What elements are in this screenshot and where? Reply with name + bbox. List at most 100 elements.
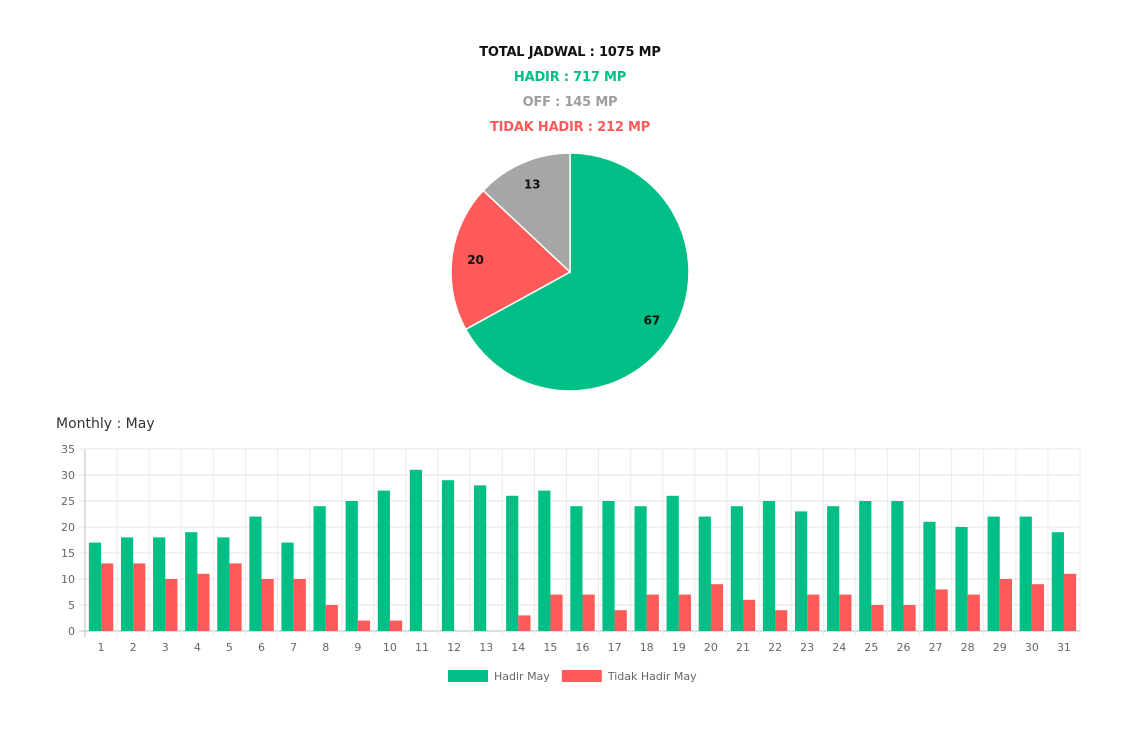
bar-hadir[interactable] (762, 501, 776, 631)
bar-hadir[interactable] (377, 490, 390, 631)
bar-hadir[interactable] (923, 521, 936, 631)
bar-hadir[interactable] (120, 537, 134, 631)
bar-tidak-hadir[interactable] (710, 584, 724, 631)
bar-hadir[interactable] (1019, 516, 1032, 631)
bar-hadir[interactable] (602, 501, 615, 631)
bar-tidak-hadir[interactable] (614, 610, 627, 631)
x-tick-label: 21 (736, 641, 750, 654)
bar-tidak-hadir[interactable] (999, 579, 1012, 631)
bar-tidak-hadir[interactable] (165, 579, 178, 631)
bar-tidak-hadir[interactable] (357, 620, 371, 631)
legend-label-hadir[interactable]: Hadir May (494, 670, 550, 683)
bar-tidak-hadir[interactable] (807, 594, 820, 631)
bar-hadir[interactable] (827, 506, 840, 631)
bar-hadir[interactable] (570, 506, 583, 631)
bar-tidak-hadir[interactable] (229, 563, 242, 631)
x-tick-label: 14 (511, 641, 525, 654)
bar-hadir[interactable] (313, 506, 326, 631)
tidak-hadir-label: TIDAK HADIR : 212 MP (489, 120, 651, 135)
pie-slice-label: 13 (524, 178, 541, 192)
bar-tidak-hadir[interactable] (775, 610, 788, 631)
bar-hadir[interactable] (441, 480, 455, 631)
bar-hadir[interactable] (281, 542, 294, 631)
bar-hadir[interactable] (859, 501, 872, 631)
bar-hadir[interactable] (1051, 532, 1064, 631)
bar-tidak-hadir[interactable] (582, 594, 595, 631)
bar-hadir[interactable] (538, 490, 551, 631)
bar-tidak-hadir[interactable] (550, 594, 563, 631)
y-tick-label: 5 (68, 599, 75, 612)
x-tick-label: 31 (1057, 641, 1071, 654)
bar-tidak-hadir[interactable] (101, 563, 114, 631)
y-tick-label: 10 (61, 573, 75, 586)
x-tick-label: 26 (896, 641, 910, 654)
x-tick-label: 12 (447, 641, 461, 654)
bar-hadir[interactable] (249, 516, 262, 631)
x-tick-label: 11 (415, 641, 429, 654)
bar-tidak-hadir[interactable] (839, 594, 852, 631)
pie-slice-hadir[interactable] (464, 152, 690, 392)
bar-hadir[interactable] (666, 495, 679, 631)
x-tick-label: 18 (640, 641, 654, 654)
x-tick-label: 7 (290, 641, 297, 654)
bar-hadir[interactable] (506, 495, 519, 631)
bar-tidak-hadir[interactable] (518, 615, 531, 631)
x-tick-label: 6 (258, 641, 265, 654)
monthly-chart-title: Monthly : May (56, 416, 155, 432)
legend-swatch-tidak-hadir[interactable] (561, 670, 602, 682)
bar-tidak-hadir[interactable] (1031, 584, 1045, 631)
bar-tidak-hadir[interactable] (293, 579, 306, 631)
bar-tidak-hadir[interactable] (197, 573, 210, 631)
bar-hadir[interactable] (474, 485, 487, 631)
x-tick-label: 28 (961, 641, 975, 654)
pie-slice-tidak-hadir[interactable] (450, 189, 572, 331)
pie-slice-label: 67 (644, 313, 661, 327)
bar-hadir[interactable] (409, 469, 423, 631)
bar-tidak-hadir[interactable] (935, 589, 948, 631)
bar-tidak-hadir[interactable] (742, 599, 756, 631)
x-tick-label: 1 (98, 641, 105, 654)
pie-slice-off[interactable] (482, 152, 571, 274)
bar-hadir[interactable] (794, 511, 808, 631)
bar-hadir[interactable] (88, 542, 102, 631)
x-tick-label: 9 (354, 641, 361, 654)
bar-hadir[interactable] (891, 501, 904, 631)
bar-tidak-hadir[interactable] (871, 605, 884, 631)
x-tick-label: 5 (226, 641, 233, 654)
total-jadwal-label: TOTAL JADWAL : 1075 MP (479, 45, 661, 60)
bar-hadir[interactable] (217, 537, 230, 631)
bar-tidak-hadir[interactable] (389, 620, 403, 631)
x-tick-label: 23 (800, 641, 814, 654)
bar-tidak-hadir[interactable] (903, 605, 916, 631)
x-tick-label: 4 (194, 641, 201, 654)
x-tick-label: 19 (672, 641, 686, 654)
bar-tidak-hadir[interactable] (325, 605, 338, 631)
bar-tidak-hadir[interactable] (261, 579, 274, 631)
x-tick-label: 15 (543, 641, 557, 654)
x-tick-label: 22 (768, 641, 782, 654)
y-tick-label: 0 (68, 625, 75, 638)
bar-hadir[interactable] (153, 537, 166, 631)
bar-hadir[interactable] (345, 501, 358, 631)
bar-tidak-hadir[interactable] (678, 594, 691, 631)
hadir-label: HADIR : 717 MP (513, 70, 627, 85)
bar-tidak-hadir[interactable] (967, 594, 980, 631)
bar-hadir[interactable] (955, 527, 968, 631)
bar-tidak-hadir[interactable] (646, 594, 659, 631)
x-tick-label: 30 (1025, 641, 1039, 654)
bar-hadir[interactable] (730, 506, 743, 631)
legend-label-tidak-hadir[interactable]: Tidak Hadir May (607, 670, 697, 683)
bar-hadir[interactable] (634, 506, 647, 631)
bar-tidak-hadir[interactable] (1063, 573, 1077, 631)
attendance-pie-chart: 67 20 13 (450, 152, 690, 392)
y-tick-label: 25 (61, 495, 75, 508)
bar-hadir[interactable] (185, 532, 198, 631)
bar-hadir[interactable] (698, 516, 711, 631)
bar-hadir[interactable] (987, 516, 1000, 631)
x-tick-label: 13 (479, 641, 493, 654)
x-tick-label: 20 (704, 641, 718, 654)
legend-swatch-hadir[interactable] (448, 670, 488, 682)
x-tick-label: 3 (162, 641, 169, 654)
bar-tidak-hadir[interactable] (133, 563, 146, 631)
